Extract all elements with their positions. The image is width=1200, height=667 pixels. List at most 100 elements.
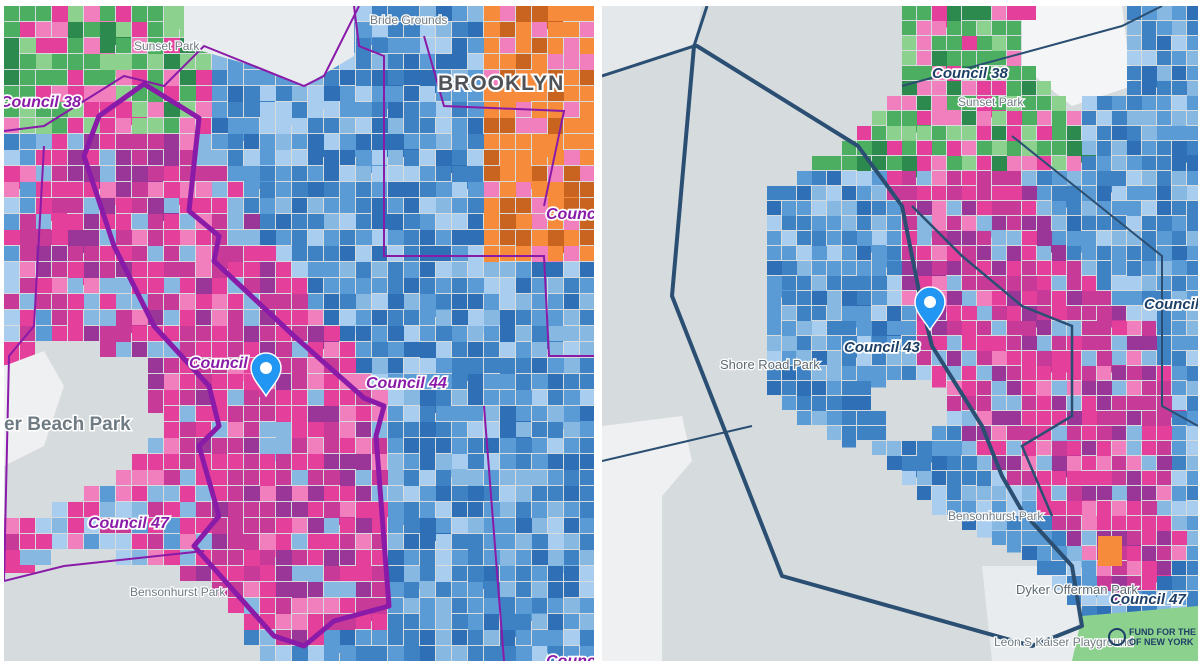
census-tract xyxy=(500,502,515,517)
census-tract xyxy=(404,246,419,261)
census-tract xyxy=(1187,396,1198,418)
census-tract xyxy=(580,310,594,325)
census-tract xyxy=(468,598,483,613)
census-tract xyxy=(260,646,275,661)
census-tract xyxy=(872,126,886,140)
census-tract xyxy=(902,471,916,485)
census-tract xyxy=(180,374,195,389)
census-tract xyxy=(992,381,1006,395)
census-tract xyxy=(1127,516,1141,530)
census-tract xyxy=(388,598,403,613)
census-tract xyxy=(548,246,563,261)
census-tract xyxy=(1142,201,1156,215)
census-tract xyxy=(116,294,131,309)
census-tract xyxy=(1022,96,1036,110)
census-tract xyxy=(452,582,467,597)
census-tract xyxy=(468,342,483,357)
census-tract xyxy=(1007,216,1021,230)
census-tract xyxy=(484,630,499,645)
census-tract xyxy=(797,336,811,350)
census-tract xyxy=(276,262,291,277)
census-tract xyxy=(857,186,871,200)
census-tract xyxy=(932,426,946,440)
census-tract xyxy=(548,70,563,85)
census-tract xyxy=(452,598,467,613)
census-tract xyxy=(132,262,147,277)
census-tract xyxy=(1127,351,1141,365)
census-tract xyxy=(992,66,1006,80)
census-tract xyxy=(356,486,371,501)
census-tract xyxy=(1157,201,1171,215)
census-tract xyxy=(947,231,961,245)
census-tract xyxy=(548,54,563,69)
census-tract xyxy=(132,486,147,501)
census-tract xyxy=(932,171,946,185)
census-tract xyxy=(797,396,811,410)
census-tract xyxy=(1157,276,1171,290)
census-tract xyxy=(917,81,931,95)
census-tract xyxy=(1127,381,1141,395)
census-tract xyxy=(580,486,594,501)
census-tract xyxy=(1172,36,1186,50)
census-tract xyxy=(452,214,467,229)
census-tract xyxy=(1127,501,1141,515)
census-tract xyxy=(516,278,531,293)
census-tract xyxy=(962,156,976,170)
census-tract xyxy=(947,171,961,185)
left-map-canvas[interactable]: Sunset Park Bride Grounds Pier Beach Par… xyxy=(4,6,594,661)
map-labels: Sunset Park Bride Grounds Pier Beach Par… xyxy=(4,12,594,661)
census-tract xyxy=(1142,51,1156,65)
census-tract xyxy=(977,126,991,140)
map-pin-icon[interactable] xyxy=(250,352,282,398)
census-tract xyxy=(1007,396,1021,410)
census-tract xyxy=(308,198,323,213)
census-tract xyxy=(1157,441,1171,455)
location-marker[interactable] xyxy=(914,286,946,332)
census-tract xyxy=(580,214,594,229)
census-tract xyxy=(947,336,961,350)
census-tract xyxy=(100,246,115,261)
right-map-canvas[interactable]: Sunset Park Shore Road Park Bensonhurst … xyxy=(602,6,1198,661)
census-tract xyxy=(1007,516,1021,530)
census-tract xyxy=(228,342,243,357)
census-tract xyxy=(196,342,211,357)
census-tract xyxy=(564,550,579,565)
census-tract xyxy=(388,246,403,261)
census-tract xyxy=(132,342,147,357)
census-tract xyxy=(532,278,547,293)
census-tract xyxy=(212,550,227,565)
census-tract xyxy=(532,646,547,661)
census-tract xyxy=(148,342,163,357)
census-tract xyxy=(404,358,419,373)
census-tract xyxy=(1022,246,1036,260)
location-marker[interactable] xyxy=(250,352,282,398)
right-map-panel[interactable]: Sunset Park Shore Road Park Bensonhurst … xyxy=(602,6,1198,661)
left-map-panel[interactable]: Sunset Park Bride Grounds Pier Beach Par… xyxy=(4,6,594,661)
census-tract xyxy=(484,342,499,357)
census-tract xyxy=(1022,396,1036,410)
census-tract xyxy=(1037,291,1051,305)
census-tract xyxy=(1187,156,1198,178)
census-tract xyxy=(1127,36,1141,50)
census-tract xyxy=(992,126,1006,140)
census-tract xyxy=(1187,321,1198,335)
census-tract xyxy=(276,294,291,309)
census-tract xyxy=(1082,111,1096,125)
census-tract xyxy=(842,381,871,395)
council-47-boundary xyxy=(4,145,205,583)
census-tract xyxy=(1172,396,1186,410)
census-tract xyxy=(1172,321,1186,335)
census-tract xyxy=(992,441,1006,455)
census-tract xyxy=(468,214,483,229)
census-tract xyxy=(468,630,483,645)
census-tract xyxy=(4,326,19,341)
census-tract xyxy=(20,150,35,165)
census-tract xyxy=(500,118,515,133)
map-pin-icon[interactable] xyxy=(914,286,946,332)
census-tract xyxy=(84,326,99,341)
census-tract xyxy=(388,438,403,453)
census-tract xyxy=(532,598,547,613)
census-tract xyxy=(52,150,67,165)
census-tract xyxy=(1127,276,1141,290)
census-tract xyxy=(857,306,871,320)
